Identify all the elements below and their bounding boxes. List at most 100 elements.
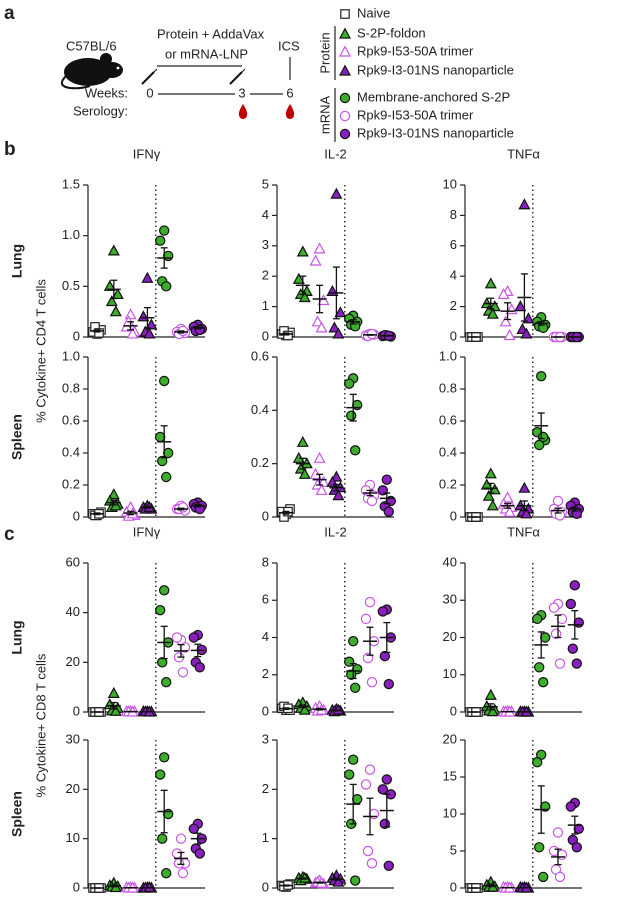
y-tick-label: 20 (443, 731, 457, 746)
data-point (160, 281, 172, 292)
data-point (162, 447, 174, 459)
data-point (379, 650, 390, 662)
data-point (126, 327, 139, 339)
data-point (194, 662, 205, 673)
y-tick-label: 0 (73, 508, 80, 523)
ics-label: ICS (278, 38, 300, 53)
legend-label: Naive (357, 5, 390, 20)
y-tick-label: 4 (262, 207, 269, 222)
data-point (571, 658, 583, 669)
data-point (360, 779, 372, 790)
y-tick-label: 1.0 (62, 227, 80, 242)
y-tick-label: 0.2 (439, 476, 457, 491)
data-point (377, 606, 388, 617)
data-point (143, 881, 156, 893)
data-point (556, 849, 568, 860)
data-point (350, 321, 361, 332)
y-tick-label: 0 (262, 328, 269, 343)
data-point (534, 662, 545, 673)
y-tick-label: 0.2 (251, 455, 269, 470)
data-point (503, 329, 516, 341)
data-point (188, 823, 199, 835)
data-point (292, 272, 305, 284)
y-tick-label: 6 (262, 592, 269, 607)
legend-label: Membrane-anchored S-2P (357, 89, 510, 104)
data-point (296, 435, 309, 447)
strain: C57BL/6 (66, 38, 117, 53)
y-tick-label: 0.5 (62, 278, 80, 293)
data-point (366, 858, 378, 869)
y-tick-label: 2 (262, 666, 269, 681)
data-point (109, 305, 122, 317)
data-point (518, 198, 531, 210)
data-point (350, 875, 361, 886)
data-point (111, 287, 124, 300)
data-point (298, 291, 311, 303)
row-label: Spleen (9, 414, 25, 460)
data-point (175, 833, 187, 844)
row-label: Lung (9, 244, 25, 278)
data-point (141, 271, 154, 283)
mouse-icon (60, 53, 123, 90)
data-point (103, 279, 116, 291)
data-point (154, 769, 166, 780)
data-point (554, 510, 566, 521)
y-tick-label: 0.4 (251, 402, 269, 417)
data-point (109, 704, 122, 716)
data-point (501, 491, 514, 503)
chart-title: IL-2 (324, 524, 346, 539)
data-point (368, 808, 380, 820)
data-point (348, 754, 359, 765)
data-point (328, 321, 341, 333)
data-point (158, 752, 170, 763)
data-point (552, 827, 564, 838)
legend-marker (338, 64, 352, 76)
week-tick: 6 (286, 85, 293, 100)
y-tick-label: 20 (443, 629, 457, 644)
data-point (107, 244, 120, 256)
syringe-icon (141, 68, 246, 85)
data-point (154, 235, 166, 246)
blood-drop (238, 104, 295, 119)
y-tick-label: 0 (262, 508, 269, 523)
data-point (298, 703, 311, 715)
data-point (486, 499, 499, 511)
y-tick-label: 0 (73, 328, 80, 343)
y-tick-label: 2 (450, 298, 457, 313)
data-point (565, 598, 577, 610)
data-point (486, 307, 499, 319)
data-point (350, 682, 361, 693)
data-point (346, 410, 357, 421)
y-tick-label: 0.6 (62, 412, 80, 427)
data-point (497, 287, 510, 300)
y-tick-label: 0.8 (439, 380, 457, 395)
data-point (538, 677, 549, 688)
data-point (160, 677, 172, 688)
data-point (484, 467, 497, 479)
data-point (381, 774, 392, 785)
y-tick-label: 40 (66, 604, 80, 619)
data-point (554, 871, 566, 883)
data-point (532, 613, 543, 625)
y-tick-label: 8 (262, 554, 269, 569)
data-point (482, 489, 495, 501)
legend-marker (339, 92, 351, 104)
data-point (571, 842, 583, 853)
y-tick-label: 0 (450, 879, 457, 894)
chart-title: TNFα (507, 146, 540, 161)
data-point (569, 580, 581, 591)
data-point (383, 506, 394, 517)
data-point (154, 431, 166, 443)
data-point (177, 868, 189, 879)
weeks-label: Weeks: (85, 85, 128, 100)
data-point (173, 858, 185, 869)
y-tick-label: 30 (66, 731, 80, 746)
data-point (296, 245, 309, 257)
y-tick-label: 3 (262, 731, 269, 746)
y-tick-label: 4 (262, 629, 269, 644)
legend-label: Rpk9-I3-01NS nanoparticle (357, 62, 514, 77)
data-point (313, 451, 326, 463)
serology-label: Serology: (73, 103, 128, 118)
data-point (364, 596, 376, 608)
y-tick-label: 30 (443, 592, 457, 607)
